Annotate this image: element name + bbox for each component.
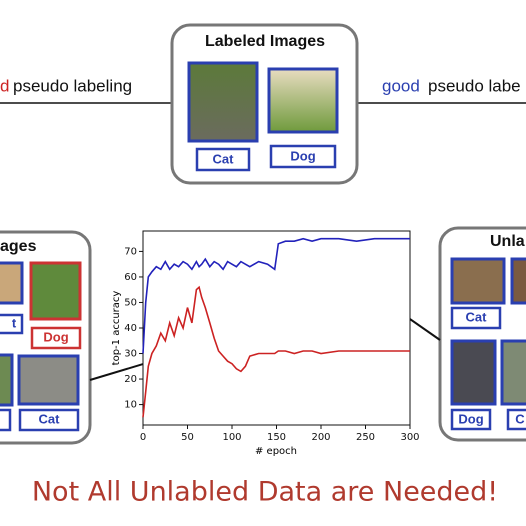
label: Dog	[290, 148, 315, 163]
series-line	[142, 237, 410, 354]
y-tick-label: 30	[124, 349, 137, 360]
label-box	[506, 408, 526, 431]
image	[29, 261, 82, 321]
label-box	[30, 326, 82, 350]
link-text: pseudo labeling	[13, 76, 132, 95]
label-box	[0, 408, 12, 432]
x-tick-label: 300	[400, 432, 419, 443]
y-tick-label: 20	[124, 374, 137, 385]
image	[187, 61, 259, 143]
box-title: ages	[0, 238, 37, 255]
box-title: Unla	[490, 233, 525, 250]
x-tick-label: 200	[311, 432, 330, 443]
caption: Not All Unlabled Data are Needed!	[32, 477, 498, 508]
image	[510, 257, 526, 305]
label: Cat	[39, 411, 61, 426]
label-box	[0, 313, 24, 335]
image	[17, 354, 80, 406]
link-marker: good	[382, 76, 420, 95]
label-box	[450, 408, 492, 431]
y-tick-label: 10	[124, 400, 137, 411]
x-axis-label: # epoch	[255, 446, 297, 457]
link-marker: d	[0, 76, 9, 95]
image	[500, 339, 526, 406]
image	[450, 257, 506, 305]
label-box	[269, 144, 337, 169]
image	[0, 353, 14, 407]
label: t	[12, 315, 17, 330]
label: Dog	[458, 411, 483, 426]
label: Cat	[213, 151, 235, 166]
x-tick-label: 50	[181, 432, 194, 443]
image	[450, 339, 497, 406]
series-line	[142, 285, 410, 418]
image	[267, 67, 339, 134]
y-axis-label: top-1 accuracy	[111, 291, 122, 366]
y-tick-label: 60	[124, 272, 137, 283]
y-tick-label: 50	[124, 297, 137, 308]
link-text: pseudo labe	[428, 76, 521, 95]
x-tick-label: 250	[356, 432, 375, 443]
image	[0, 261, 24, 305]
y-tick-label: 70	[124, 246, 137, 257]
x-tick-label: 150	[267, 432, 286, 443]
x-tick-label: 100	[222, 432, 241, 443]
label: C	[515, 411, 525, 426]
box-title: Labeled Images	[205, 33, 325, 50]
label-box	[195, 147, 251, 172]
label: Dog	[43, 329, 68, 344]
label-box	[18, 408, 80, 432]
label: Cat	[466, 309, 488, 324]
x-tick-label: 0	[140, 432, 146, 443]
y-tick-label: 40	[124, 323, 137, 334]
label-box	[450, 306, 502, 330]
